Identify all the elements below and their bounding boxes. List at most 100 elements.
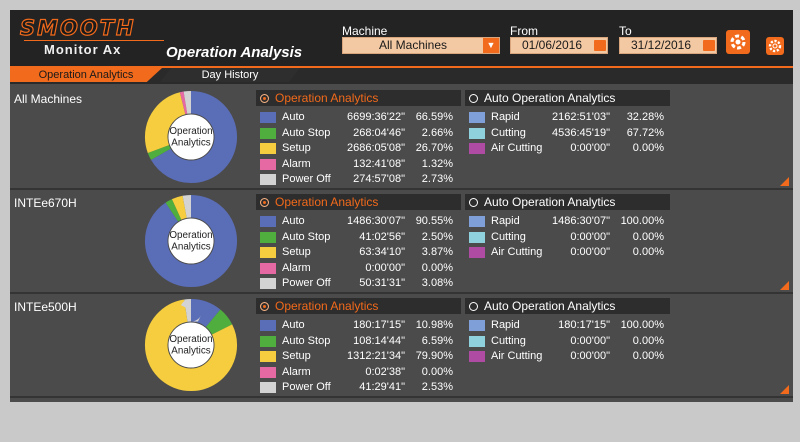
item-percent: 2.50% bbox=[421, 230, 453, 243]
operation-panel: Operation Analytics Auto 180:17'15" 10.98% A… bbox=[256, 298, 461, 393]
tab-operation-analytics[interactable]: Operation Analytics bbox=[10, 68, 162, 82]
item-time: 268:04'46" bbox=[353, 126, 405, 139]
item-percent: 3.87% bbox=[421, 246, 453, 258]
donut-segment-power-off bbox=[144, 298, 238, 392]
item-percent: 0.00% bbox=[632, 246, 664, 258]
radio-selected-icon[interactable] bbox=[260, 94, 269, 103]
item-percent: 90.55% bbox=[415, 215, 453, 227]
item-time: 41:02'56" bbox=[359, 230, 405, 243]
item-label: Auto Stop bbox=[282, 334, 331, 347]
radio-unselected-icon[interactable] bbox=[469, 94, 478, 103]
color-swatch bbox=[260, 216, 276, 227]
color-swatch bbox=[260, 247, 276, 258]
item-label: Auto bbox=[282, 319, 305, 331]
operation-panel-title: Operation Analytics bbox=[275, 91, 379, 105]
operation-item-alarm: Alarm 0:00'00" 0.00% bbox=[256, 261, 461, 276]
operation-panel: Operation Analytics Auto 1486:30'07" 90.55%… bbox=[256, 194, 461, 289]
operation-panel-header[interactable]: Operation Analytics bbox=[256, 298, 461, 314]
radio-unselected-icon[interactable] bbox=[469, 302, 478, 311]
item-label: Power Off bbox=[282, 381, 331, 393]
machine-label: Machine bbox=[342, 24, 388, 38]
item-time: 1312:21'34" bbox=[346, 350, 405, 362]
item-label: Power Off bbox=[282, 277, 331, 289]
settings-button[interactable] bbox=[766, 37, 784, 55]
item-percent: 1.32% bbox=[421, 157, 453, 170]
item-time: 2686:05'08" bbox=[346, 142, 405, 154]
row-divider bbox=[10, 396, 793, 398]
auto-operation-panel: Auto Operation Analytics Rapid 2162:51'03"… bbox=[465, 90, 670, 184]
gear-icon bbox=[768, 39, 782, 53]
item-time: 0:00'00" bbox=[570, 246, 610, 258]
auto-operation-panel-header[interactable]: Auto Operation Analytics bbox=[465, 90, 670, 106]
operation-item-auto-stop: Auto Stop 108:14'44" 6.59% bbox=[256, 334, 461, 349]
item-label: Auto Stop bbox=[282, 230, 331, 243]
item-percent: 2.53% bbox=[421, 381, 453, 393]
donut-center-label: Analytics bbox=[171, 241, 211, 252]
expand-corner-icon[interactable] bbox=[780, 385, 789, 394]
auto-operation-panel: Auto Operation Analytics Rapid 180:17'15" 1… bbox=[465, 298, 670, 392]
item-time: 0:00'00" bbox=[570, 334, 610, 347]
auto-operation-panel-header[interactable]: Auto Operation Analytics bbox=[465, 298, 670, 314]
donut-segment-setup bbox=[144, 90, 238, 184]
color-swatch bbox=[260, 143, 276, 154]
expand-corner-icon[interactable] bbox=[780, 281, 789, 290]
auto-item-cutting: Cutting 4536:45'19" 67.72% bbox=[465, 126, 670, 141]
auto-item-rapid: Rapid 1486:30'07" 100.00% bbox=[465, 214, 670, 229]
radio-selected-icon[interactable] bbox=[260, 302, 269, 311]
color-swatch bbox=[469, 216, 485, 227]
radio-unselected-icon[interactable] bbox=[469, 198, 478, 207]
donut-center-label: Operation bbox=[169, 230, 212, 241]
color-swatch bbox=[260, 231, 276, 243]
from-date-field[interactable]: 01/06/2016 bbox=[510, 37, 608, 54]
item-label: Alarm bbox=[282, 261, 311, 274]
operation-panel-header[interactable]: Operation Analytics bbox=[256, 90, 461, 106]
item-label: Air Cutting bbox=[491, 246, 543, 258]
calendar-icon[interactable] bbox=[594, 40, 606, 51]
donut-segment-setup bbox=[144, 298, 238, 392]
auto-item-air-cutting: Air Cutting 0:00'00" 0.00% bbox=[465, 141, 670, 156]
operation-panel-header[interactable]: Operation Analytics bbox=[256, 194, 461, 210]
calendar-icon[interactable] bbox=[703, 40, 715, 51]
auto-operation-panel-title: Auto Operation Analytics bbox=[484, 299, 616, 313]
to-date-field[interactable]: 31/12/2016 bbox=[619, 37, 717, 54]
from-label: From bbox=[510, 24, 538, 38]
item-time: 41:29'41" bbox=[359, 381, 405, 393]
item-percent: 79.90% bbox=[415, 350, 453, 362]
item-label: Cutting bbox=[491, 126, 526, 139]
operation-item-auto: Auto 1486:30'07" 90.55% bbox=[256, 214, 461, 229]
donut-segment-power-off bbox=[144, 90, 238, 184]
radio-selected-icon[interactable] bbox=[260, 198, 269, 207]
item-percent: 0.00% bbox=[632, 230, 664, 243]
header-bar: SMOOTH Monitor Ax Operation Analysis Mac… bbox=[10, 10, 793, 66]
auto-operation-panel-header[interactable]: Auto Operation Analytics bbox=[465, 194, 670, 210]
operation-panel-title: Operation Analytics bbox=[275, 299, 379, 313]
color-swatch bbox=[260, 366, 276, 378]
refresh-button[interactable] bbox=[726, 30, 750, 54]
auto-operation-panel: Auto Operation Analytics Rapid 1486:30'07"… bbox=[465, 194, 670, 288]
tab-day-history[interactable]: Day History bbox=[160, 68, 300, 82]
item-time: 4536:45'19" bbox=[551, 126, 610, 139]
chevron-down-icon[interactable]: ▼ bbox=[483, 38, 499, 53]
item-label: Air Cutting bbox=[491, 142, 543, 154]
machine-select-value: All Machines bbox=[378, 38, 448, 52]
item-time: 0:00'00" bbox=[570, 350, 610, 362]
operation-item-setup: Setup 1312:21'34" 79.90% bbox=[256, 349, 461, 364]
donut-center bbox=[168, 218, 214, 264]
machine-select[interactable]: All Machines ▼ bbox=[342, 37, 500, 54]
color-swatch bbox=[469, 231, 485, 243]
item-time: 0:00'00" bbox=[570, 142, 610, 154]
item-time: 2162:51'03" bbox=[551, 111, 610, 123]
item-percent: 6.59% bbox=[421, 334, 453, 347]
item-time: 180:17'15" bbox=[353, 319, 405, 331]
donut-center-label: Analytics bbox=[171, 345, 211, 356]
item-time: 274:57'08" bbox=[353, 173, 405, 185]
machine-row: All Machines Operation Analytics Operation … bbox=[10, 86, 793, 190]
to-label: To bbox=[619, 24, 632, 38]
auto-item-air-cutting: Air Cutting 0:00'00" 0.00% bbox=[465, 245, 670, 260]
color-swatch bbox=[260, 351, 276, 362]
machine-name: INTEe500H bbox=[14, 300, 77, 314]
item-time: 1486:30'07" bbox=[551, 215, 610, 227]
expand-corner-icon[interactable] bbox=[780, 177, 789, 186]
